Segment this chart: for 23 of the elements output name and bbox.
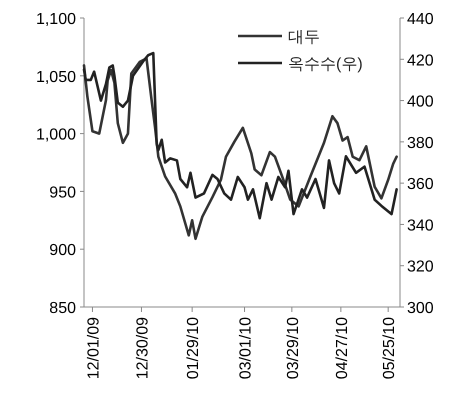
x-tick-label: 04/27/10: [334, 316, 351, 380]
y-tick-label: 1,050: [36, 68, 76, 86]
x-tick-label: 01/29/10: [185, 316, 202, 380]
y2-tick-label: 380: [407, 134, 434, 152]
x-tick-label: 05/25/10: [381, 316, 398, 380]
y2-tick-label: 360: [407, 176, 434, 194]
y2-tick-label: 340: [407, 217, 434, 234]
legend-label: 대두: [288, 29, 320, 46]
x-tick-label: 03/29/10: [284, 316, 302, 380]
y2-tick-label: 440: [407, 11, 434, 28]
y-tick-label: 1,100: [36, 11, 76, 28]
x-tick-label: 12/30/09: [134, 316, 152, 380]
x-tick-label: 12/01/09: [85, 316, 102, 380]
legend-label: 옥수수(우): [288, 56, 363, 73]
y2-tick-label: 400: [407, 94, 434, 111]
y2-tick-label: 320: [407, 258, 434, 276]
y-tick-label: 1,000: [36, 126, 76, 144]
y2-tick-label: 300: [407, 300, 434, 317]
x-tick-label: 03/01/10: [238, 316, 255, 380]
y-tick-label: 850: [49, 300, 76, 317]
y-tick-label: 950: [49, 184, 76, 202]
y-tick-label: 900: [49, 242, 76, 260]
y2-tick-label: 420: [407, 52, 434, 70]
